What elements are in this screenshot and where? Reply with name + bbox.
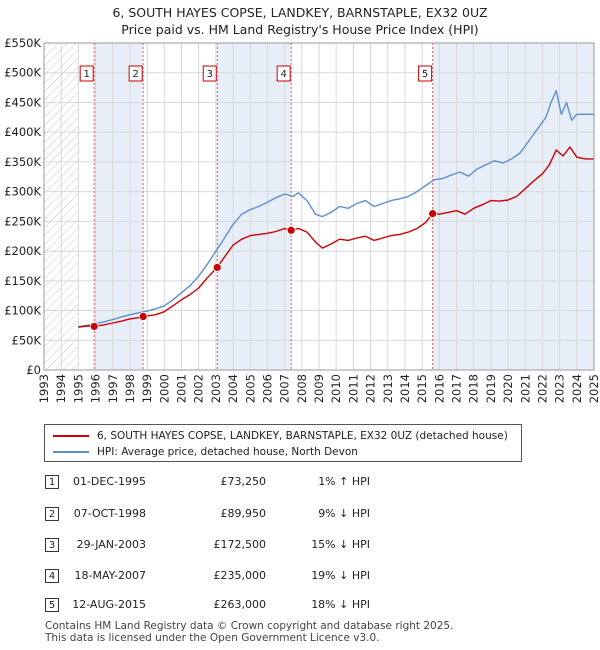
transaction-date: 18-MAY-2007 [74, 569, 146, 582]
x-tick-label: 2000 [157, 374, 171, 403]
sale-marker-label: 1 [84, 69, 90, 80]
transaction-price: £172,500 [213, 538, 267, 551]
y-tick-label: £450K [4, 95, 41, 109]
x-tick-label: 2025 [587, 374, 600, 403]
x-tick-label: 1994 [54, 374, 68, 403]
x-tick-label: 2024 [570, 374, 584, 403]
y-tick-label: £100K [4, 304, 41, 318]
transaction-number: 4 [45, 569, 59, 583]
x-tick-label: 1995 [71, 374, 85, 403]
x-tick-label: 1996 [89, 374, 103, 403]
sale-point [89, 322, 99, 331]
legend-swatch-property [53, 435, 89, 437]
sale-point [212, 263, 222, 272]
sale-marker-box [418, 65, 433, 82]
sale-point [286, 225, 296, 235]
x-tick-label: 2015 [415, 374, 429, 403]
legend-swatch-hpi [53, 451, 89, 453]
transaction-date: 12-AUG-2015 [72, 598, 146, 611]
chart-legend: 6, SOUTH HAYES COPSE, LANDKEY, BARNSTAPL… [44, 424, 522, 462]
transaction-date: 01-DEC-1995 [72, 475, 146, 488]
sale-marker-label: 4 [280, 69, 286, 80]
x-tick-label: 2006 [260, 374, 274, 403]
transaction-number: 2 [45, 507, 59, 521]
period-band [217, 43, 292, 370]
sale-point [428, 209, 438, 219]
transaction-hpi: 15% ↓ HPI [311, 538, 370, 551]
transaction-number: 5 [45, 598, 59, 612]
chart-title: 6, SOUTH HAYES COPSE, LANDKEY, BARNSTAPL… [112, 5, 488, 20]
sale-marker-label: 3 [207, 69, 213, 80]
y-tick-label: £550K [4, 36, 41, 50]
transaction-hpi: 18% ↓ HPI [311, 598, 370, 611]
chart-subtitle: Price paid vs. HM Land Registry's House … [121, 22, 479, 37]
x-tick-label: 2012 [364, 374, 378, 403]
x-tick-label: 2022 [535, 374, 549, 403]
sale-marker-box [79, 65, 94, 82]
sale-marker-box [128, 65, 143, 82]
x-tick-label: 1999 [140, 374, 154, 403]
legend-label-hpi: HPI: Average price, detached house, Nort… [97, 446, 358, 458]
y-tick-label: £50K [12, 333, 42, 347]
footer-line: Contains HM Land Registry data © Crown c… [45, 620, 454, 632]
x-tick-label: 2002 [192, 374, 206, 403]
sale-marker-box [202, 65, 217, 82]
transaction-number: 3 [45, 538, 59, 552]
x-tick-label: 2010 [329, 374, 343, 403]
x-tick-label: 2016 [432, 374, 446, 403]
property-price-line [78, 146, 594, 328]
sale-point [138, 312, 148, 321]
y-tick-label: £0 [26, 363, 41, 377]
x-tick-label: 2007 [278, 374, 292, 403]
x-tick-label: 2004 [226, 374, 240, 403]
transaction-price: £263,000 [213, 598, 267, 611]
transaction-hpi: 9% ↓ HPI [318, 507, 370, 520]
x-tick-label: 2001 [175, 374, 189, 403]
sale-marker-label: 2 [132, 69, 138, 80]
plot-frame [43, 42, 595, 371]
x-tick-label: 1998 [123, 374, 137, 403]
y-tick-label: £500K [4, 66, 41, 80]
x-tick-label: 2008 [295, 374, 309, 403]
x-tick-label: 2017 [450, 374, 464, 403]
x-tick-label: 2021 [518, 374, 532, 403]
transaction-hpi: 1% ↑ HPI [318, 475, 370, 488]
price-chart: 1 2 3 4 5 £0 £50K £100K £150K £200K £250K £300K £350… [4, 36, 600, 403]
hpi-line [78, 89, 594, 328]
x-tick-label: 2023 [553, 374, 567, 403]
transaction-price: £235,000 [213, 569, 267, 582]
transaction-date: 07-OCT-1998 [73, 507, 146, 520]
transaction-price: £73,250 [220, 475, 267, 488]
y-tick-label: £350K [4, 155, 41, 169]
legend-label-property: 6, SOUTH HAYES COPSE, LANDKEY, BARNSTAPL… [97, 430, 508, 442]
footer-attribution: Contains HM Land Registry data © Crown c… [45, 620, 453, 644]
y-tick-label: £300K [4, 185, 41, 199]
y-tick-label: £400K [4, 125, 41, 139]
x-tick-label: 1997 [106, 374, 120, 403]
x-tick-label: 2019 [484, 374, 498, 403]
x-tick-label: 2020 [501, 374, 515, 403]
footer-line: This data is licensed under the Open Gov… [45, 632, 380, 644]
sale-marker-label: 5 [422, 69, 428, 80]
x-tick-label: 2011 [346, 374, 360, 403]
period-band [94, 43, 144, 370]
period-band [432, 43, 594, 370]
x-tick-label: 2005 [243, 374, 257, 403]
transaction-price: £89,950 [220, 507, 267, 520]
x-tick-label: 2018 [467, 374, 481, 403]
x-tick-label: 2009 [312, 374, 326, 403]
x-tick-label: 2013 [381, 374, 395, 403]
transaction-date: 29-JAN-2003 [76, 538, 146, 551]
y-tick-label: £150K [4, 274, 41, 288]
x-tick-label: 1993 [37, 374, 51, 403]
transaction-number: 1 [45, 475, 59, 489]
y-tick-label: £250K [4, 214, 41, 228]
sale-marker-box [276, 65, 291, 82]
y-tick-label: £200K [4, 244, 41, 258]
x-tick-label: 2014 [398, 374, 412, 403]
transaction-hpi: 19% ↓ HPI [311, 569, 370, 582]
x-tick-label: 2003 [209, 374, 223, 403]
